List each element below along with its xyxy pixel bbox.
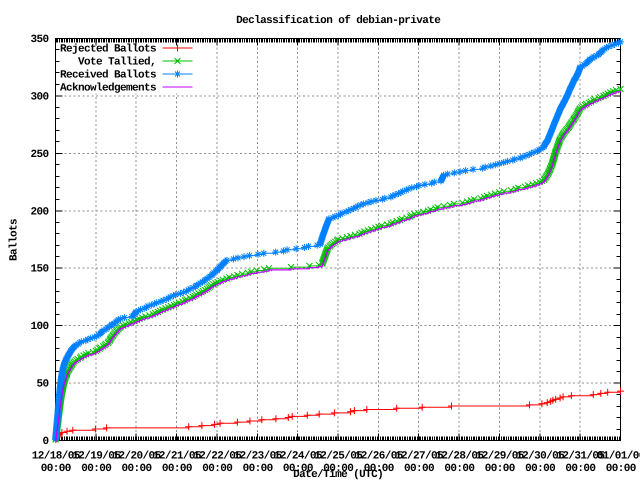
svg-text:12/24/05: 12/24/05 [274, 451, 323, 463]
svg-text:Received Ballots: Received Ballots [60, 70, 156, 82]
svg-text:50: 50 [36, 379, 48, 391]
svg-text:00:00: 00:00 [162, 463, 192, 475]
svg-text:300: 300 [30, 91, 48, 103]
svg-text:00:00: 00:00 [41, 463, 71, 475]
svg-text:01/01/06: 01/01/06 [597, 451, 640, 463]
svg-text:12/29/05: 12/29/05 [476, 451, 525, 463]
svg-text:12/25/05: 12/25/05 [314, 451, 363, 463]
svg-text:00:00: 00:00 [525, 463, 555, 475]
svg-text:Ballots: Ballots [9, 219, 21, 261]
svg-text:250: 250 [30, 149, 48, 161]
svg-text:200: 200 [30, 206, 48, 218]
svg-text:00:00: 00:00 [202, 463, 232, 475]
svg-text:150: 150 [30, 264, 48, 276]
svg-text:12/19/05: 12/19/05 [72, 451, 121, 463]
svg-text:Acknowledgements: Acknowledgements [60, 83, 156, 95]
svg-text:00:00: 00:00 [323, 463, 353, 475]
svg-text:12/26/05: 12/26/05 [355, 451, 404, 463]
svg-text:0: 0 [42, 436, 48, 448]
svg-text:100: 100 [30, 321, 48, 333]
svg-text:Rejected Ballots: Rejected Ballots [60, 44, 156, 56]
svg-text:00:00: 00:00 [364, 463, 394, 475]
svg-text:00:00: 00:00 [121, 463, 151, 475]
svg-text:12/22/05: 12/22/05 [193, 451, 242, 463]
svg-text:Date/Time (UTC): Date/Time (UTC) [293, 469, 383, 480]
svg-text:00:00: 00:00 [606, 463, 636, 475]
svg-text:12/30/05: 12/30/05 [516, 451, 565, 463]
svg-text:12/20/05: 12/20/05 [112, 451, 161, 463]
svg-text:12/21/05: 12/21/05 [153, 451, 202, 463]
svg-text:12/27/05: 12/27/05 [395, 451, 444, 463]
svg-text:00:00: 00:00 [404, 463, 434, 475]
svg-text:00:00: 00:00 [283, 463, 313, 475]
svg-text:12/28/05: 12/28/05 [435, 451, 484, 463]
svg-text:00:00: 00:00 [81, 463, 111, 475]
svg-text:12/31/05: 12/31/05 [556, 451, 605, 463]
svg-text:Declassification of debian-pri: Declassification of debian-private [236, 14, 441, 27]
svg-text:350: 350 [30, 34, 48, 46]
svg-text:00:00: 00:00 [243, 463, 273, 475]
svg-text:Vote Tallied,: Vote Tallied, [78, 57, 156, 69]
svg-text:00:00: 00:00 [485, 463, 515, 475]
svg-text:12/18/05: 12/18/05 [32, 451, 81, 463]
svg-text:00:00: 00:00 [565, 463, 595, 475]
svg-text:00:00: 00:00 [444, 463, 474, 475]
svg-text:12/23/05: 12/23/05 [234, 451, 283, 463]
